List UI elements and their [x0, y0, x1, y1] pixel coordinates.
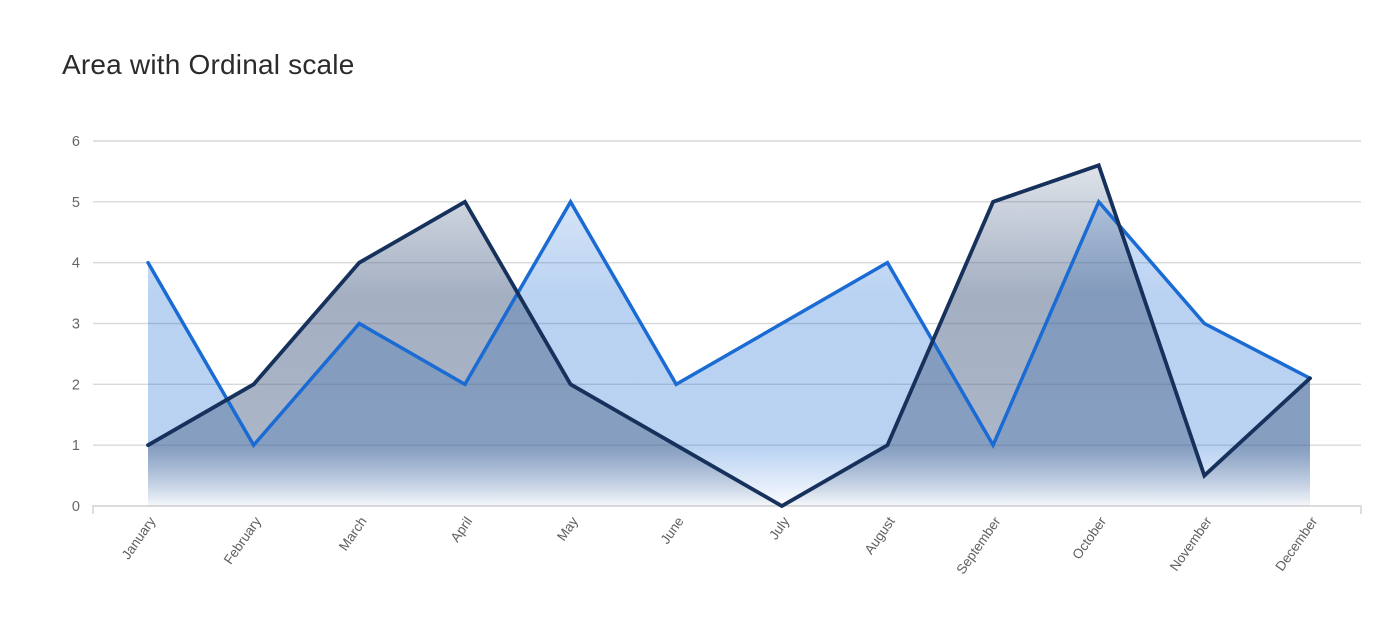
y-axis-labels: 0 1 2 3 4 5 6	[72, 134, 80, 515]
x-axis-tick-label: December	[1272, 514, 1320, 574]
x-axis-tick-label: October	[1069, 514, 1109, 562]
x-axis-tick-label: February	[221, 514, 264, 567]
y-axis-tick-label: 1	[72, 438, 80, 454]
line-series-navy	[146, 162, 1312, 509]
area-fill-navy	[148, 165, 1310, 506]
x-axis-tick-label: August	[862, 514, 899, 557]
chart-title: Area with Ordinal scale	[62, 49, 355, 80]
y-axis-tick-label: 4	[72, 256, 80, 272]
x-axis-tick-label: June	[658, 514, 687, 547]
y-axis-tick-label: 2	[72, 377, 80, 393]
x-axis-tick-label: November	[1167, 514, 1215, 574]
x-axis-tick-label: September	[953, 514, 1003, 577]
y-axis-tick-label: 5	[72, 195, 80, 211]
x-axis-tick-label: January	[119, 514, 159, 562]
x-axis-tick-label: May	[554, 514, 581, 544]
area-layer	[148, 165, 1310, 506]
line-layer	[146, 162, 1312, 509]
x-axis-tick-label: July	[766, 514, 792, 542]
y-axis-tick-label: 3	[72, 317, 80, 333]
y-axis-tick-label: 6	[72, 134, 80, 150]
x-axis-domain-line	[92, 505, 1362, 514]
x-axis-labels: January February March April May June July Augu…	[119, 514, 1321, 577]
x-axis-tick-label: March	[336, 514, 370, 553]
x-axis-tick-label: April	[448, 514, 476, 545]
y-axis-tick-label: 0	[72, 499, 80, 515]
